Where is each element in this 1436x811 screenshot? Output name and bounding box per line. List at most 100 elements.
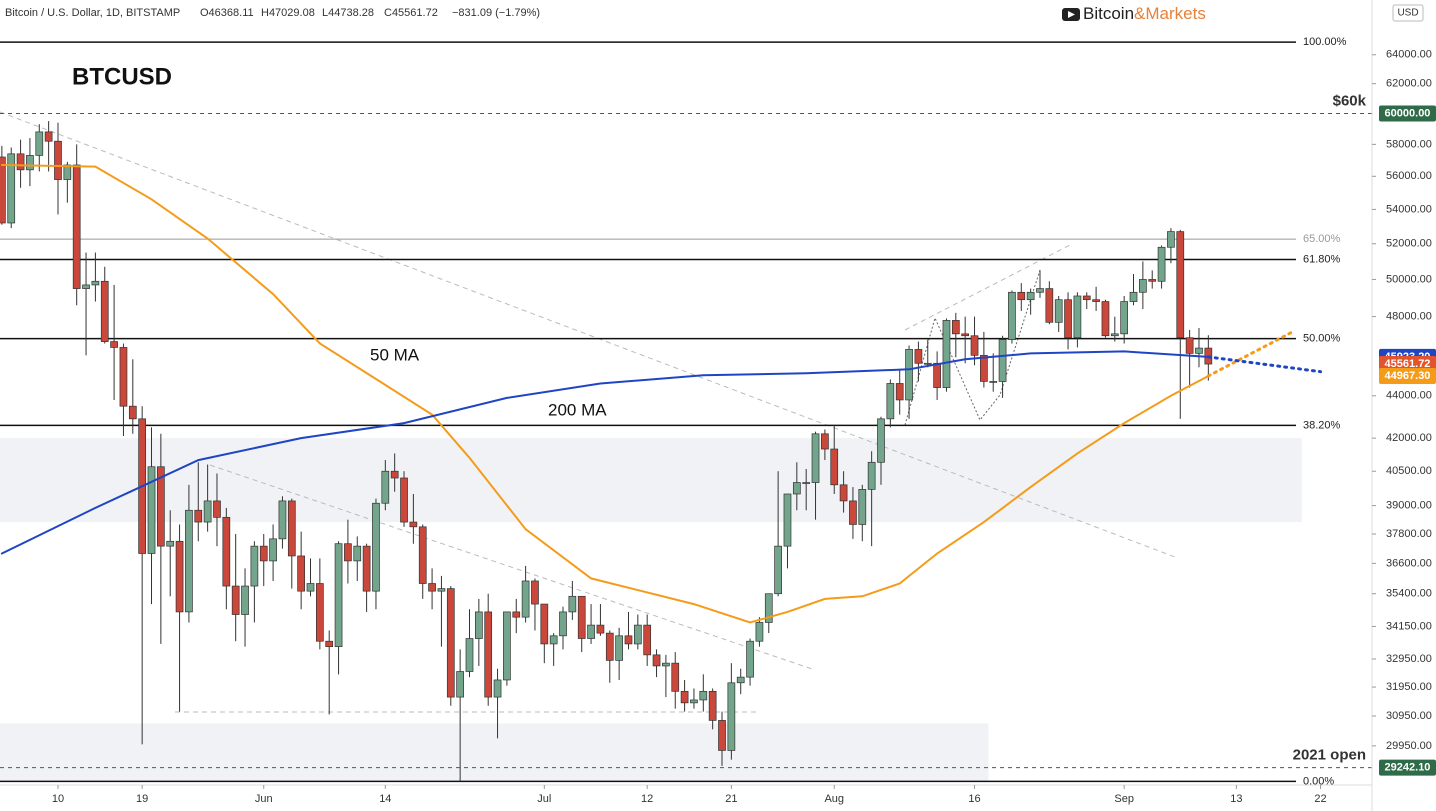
candle-body <box>381 470 390 504</box>
candle-body <box>662 662 670 667</box>
candle-body <box>970 335 979 356</box>
candle-body <box>877 418 885 463</box>
y-tick-label: 37800.00 <box>1386 528 1432 540</box>
candle-body <box>203 500 212 523</box>
price-tag <box>1379 105 1436 122</box>
axes: 64000.00 62000.00 58000.00 56000.00 54000.00… <box>52 49 1436 805</box>
candle-body <box>1008 291 1016 340</box>
price-tag-label: 44967.30 <box>1385 370 1431 382</box>
candle-body <box>1148 279 1157 282</box>
candle-body <box>914 349 923 364</box>
candle-body <box>849 500 857 525</box>
candle-body <box>830 448 839 486</box>
candle-body <box>72 164 81 289</box>
trendline <box>904 244 1071 331</box>
candle-body <box>615 635 623 661</box>
candle-body <box>989 381 998 383</box>
candle-body <box>278 500 287 540</box>
y-tick-label: 50000.00 <box>1386 273 1432 285</box>
candle-body <box>269 538 277 562</box>
candle-body <box>241 585 249 615</box>
candle-body <box>540 603 549 645</box>
y-tick-label: 31950.00 <box>1386 681 1432 693</box>
candle-body <box>633 624 642 645</box>
candle-body <box>1082 295 1091 301</box>
y-tick-label: 30950.00 <box>1386 710 1432 722</box>
candle-body <box>690 699 698 704</box>
x-tick-label: Jul <box>537 793 551 805</box>
price-tag-label: 29242.10 <box>1385 762 1431 774</box>
fib-label: 0.00% <box>1303 775 1334 787</box>
candle-body <box>418 526 427 584</box>
candle-body <box>456 671 464 698</box>
candle-body <box>858 489 867 525</box>
ma-label: 200 MA <box>548 400 607 419</box>
fib-label: 38.20% <box>1303 419 1341 431</box>
x-tick-label: 21 <box>725 793 737 805</box>
youtube-play <box>1068 11 1075 18</box>
candle-body <box>194 509 203 523</box>
candle-body <box>306 583 315 592</box>
candle-body <box>980 354 988 382</box>
trendline <box>209 464 816 671</box>
candle-body <box>1120 301 1129 335</box>
candle-body <box>334 543 343 648</box>
candle-body <box>175 540 184 613</box>
level-label: $60k <box>1333 92 1367 109</box>
trendline <box>0 111 1176 558</box>
x-tick-label: Aug <box>824 793 844 805</box>
candle-body <box>951 320 960 335</box>
candle-body <box>821 433 829 450</box>
candle-body <box>521 580 530 618</box>
candle-body <box>503 611 511 681</box>
candle-body <box>1129 291 1138 302</box>
candle-body <box>905 349 913 401</box>
candle-body <box>400 477 408 523</box>
candle-body <box>559 611 567 637</box>
y-tick-label: 42000.00 <box>1386 432 1432 444</box>
candle-body <box>764 593 773 623</box>
candle-body <box>1026 291 1035 301</box>
candle-body <box>35 131 44 156</box>
candle-body <box>605 632 614 661</box>
plot: 100.00% 65.00% 61.80% 50.00% 38.20% 0.00% $60k… <box>0 36 1372 787</box>
candle-body <box>287 500 296 557</box>
x-tick-label: 12 <box>641 793 653 805</box>
candle-body <box>147 466 156 554</box>
y-tick-label: 35400.00 <box>1386 588 1432 600</box>
candle-body <box>110 341 118 348</box>
candle-body <box>1195 347 1203 354</box>
x-tick-label: 19 <box>136 793 148 805</box>
y-tick-label: 40500.00 <box>1386 465 1432 477</box>
y-tick-label: 56000.00 <box>1386 170 1432 182</box>
candle-body <box>63 164 72 180</box>
currency: USD <box>1397 8 1418 19</box>
candle-body <box>128 405 137 420</box>
y-tick-label: 62000.00 <box>1386 78 1432 90</box>
candle-body <box>372 502 380 592</box>
candle-body <box>7 153 16 224</box>
x-tick-label: 16 <box>968 793 980 805</box>
x-tick-label: 14 <box>379 793 391 805</box>
y-tick-label: 64000.00 <box>1386 49 1432 61</box>
candle-body <box>493 679 502 698</box>
x-tick-label: Sep <box>1114 793 1134 805</box>
ma-line <box>0 164 1210 624</box>
low: L44738.28 <box>322 7 374 19</box>
candle-body <box>185 509 193 613</box>
candle-body <box>297 555 305 592</box>
candle-body <box>484 611 493 698</box>
candle-body <box>1176 231 1185 339</box>
price-tag <box>1379 759 1436 776</box>
candle-body <box>474 611 483 639</box>
candle-body <box>166 540 175 547</box>
candle-body <box>531 580 539 605</box>
candle-body <box>390 470 399 479</box>
candle-body <box>774 545 782 595</box>
price-tag-label: 60000.00 <box>1385 107 1431 119</box>
y-tick-label: 36600.00 <box>1386 557 1432 569</box>
candle-body <box>1157 246 1166 282</box>
chart-title: BTCUSD <box>72 63 172 90</box>
candle-body <box>933 362 941 388</box>
